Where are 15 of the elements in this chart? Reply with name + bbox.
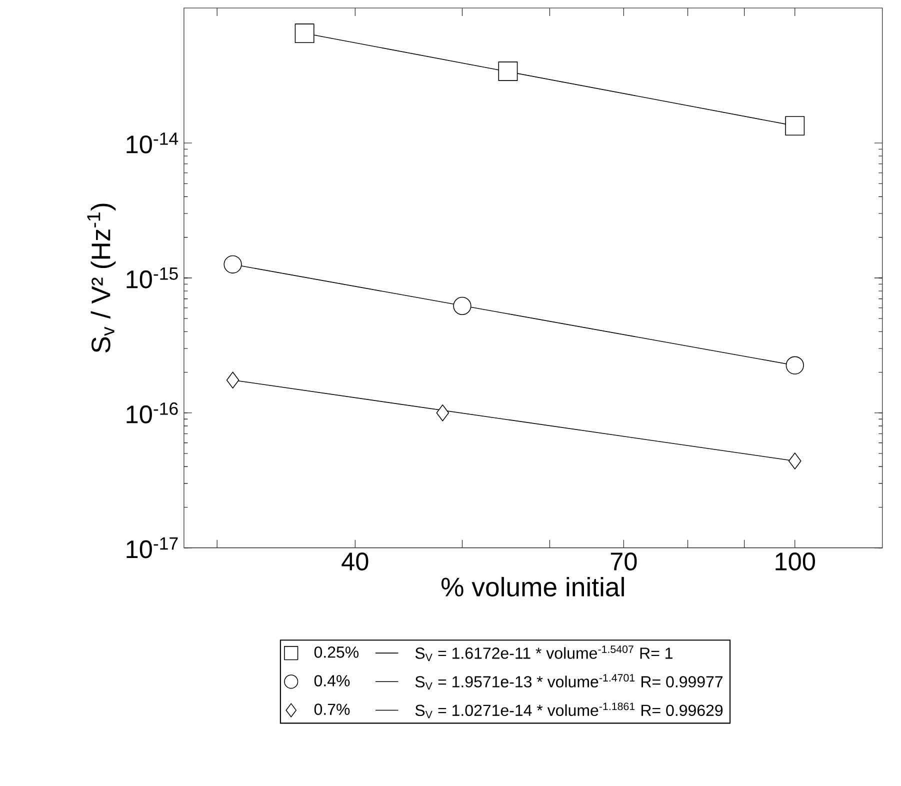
legend-label: S$_{V}$ = 1.6172e-11 * volume$^{-1.5407}$ R= 1	[415, 645, 672, 661]
legend-label: 0.7%	[314, 703, 350, 715]
x-axis-title: % volume initial	[442, 576, 624, 596]
y-tick-label: 10$^{-15}$	[126, 267, 178, 288]
legend-label: 0.4%	[314, 674, 350, 686]
y-tick-label: 10$^{-14}$	[126, 132, 178, 154]
y-tick-label: 10$^{-17}$	[126, 537, 178, 558]
legend-label: 0.25%	[314, 646, 359, 658]
x-tick-label: 40	[342, 552, 368, 570]
y-axis-title: S$_{v}$ / V² (Hz$^{-1}$)	[87, 204, 116, 352]
x-tick-label: 70	[610, 552, 637, 570]
legend-label: S$_{V}$ = 1.0271e-14 * volume$^{-1.1861}$ R= 0.99629	[415, 702, 723, 718]
y-tick-label: 10$^{-16}$	[126, 402, 178, 424]
x-tick-label: 100	[776, 552, 816, 570]
legend-label: S$_{V}$ = 1.9571e-13 * volume$^{-1.4701}$ R= 0.99977	[415, 674, 723, 690]
